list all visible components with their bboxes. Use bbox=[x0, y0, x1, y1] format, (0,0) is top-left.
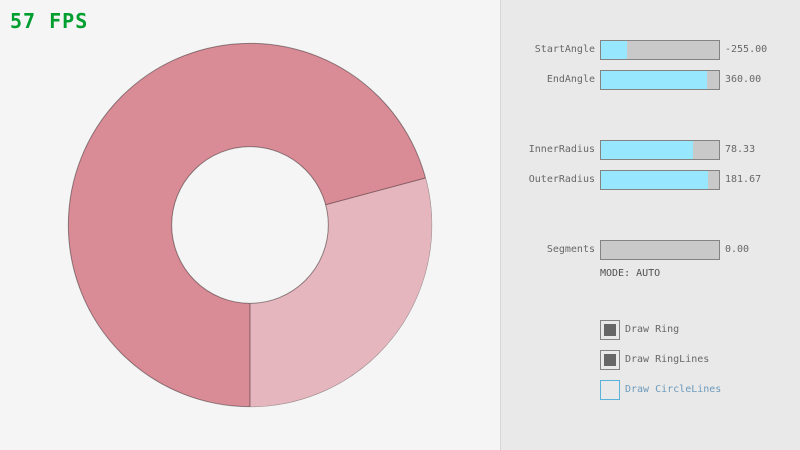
slider-endangle-value: 360.00 bbox=[725, 74, 762, 85]
slider-row-startangle: StartAngle -255.00 bbox=[500, 40, 800, 60]
mode-status-text: MODE: AUTO bbox=[600, 268, 661, 279]
slider-startangle-value: -255.00 bbox=[725, 44, 768, 55]
fps-counter: 57 FPS bbox=[10, 9, 89, 33]
slider-segments-track[interactable] bbox=[600, 240, 720, 260]
slider-innerradius-fill[interactable] bbox=[601, 141, 694, 159]
draw-ringlines-label: Draw RingLines bbox=[625, 354, 710, 365]
slider-innerradius-value: 78.33 bbox=[725, 144, 756, 155]
slider-outerradius-value: 181.67 bbox=[725, 174, 762, 185]
slider-segments-value: 0.00 bbox=[725, 244, 750, 255]
slider-outerradius-fill[interactable] bbox=[601, 171, 709, 189]
slider-row-innerradius: InnerRadius 78.33 bbox=[500, 140, 800, 160]
check-mark-icon bbox=[604, 324, 616, 336]
ring-light-sector bbox=[250, 177, 432, 407]
slider-innerradius-label: InnerRadius bbox=[528, 144, 595, 155]
slider-row-endangle: EndAngle 360.00 bbox=[500, 70, 800, 90]
slider-innerradius-track[interactable] bbox=[600, 140, 720, 160]
draw-circlelines-checkbox[interactable] bbox=[600, 380, 620, 400]
slider-outerradius-track[interactable] bbox=[600, 170, 720, 190]
slider-startangle-label: StartAngle bbox=[534, 44, 595, 55]
ring-line-start bbox=[325, 177, 426, 206]
checkbox-row-draw-circlelines[interactable]: Draw CircleLines bbox=[600, 380, 800, 400]
slider-endangle-fill[interactable] bbox=[601, 71, 708, 89]
checkbox-row-draw-ringlines[interactable]: Draw RingLines bbox=[600, 350, 800, 370]
ring-inner-hole bbox=[171, 146, 329, 304]
slider-startangle-fill[interactable] bbox=[601, 41, 627, 59]
check-mark-icon bbox=[604, 354, 616, 366]
draw-ring-label: Draw Ring bbox=[625, 324, 680, 335]
slider-endangle-label: EndAngle bbox=[546, 74, 595, 85]
slider-endangle-track[interactable] bbox=[600, 70, 720, 90]
slider-startangle-track[interactable] bbox=[600, 40, 720, 60]
draw-circlelines-label: Draw CircleLines bbox=[625, 384, 722, 395]
ring-graphic bbox=[67, 42, 433, 408]
slider-row-outerradius: OuterRadius 181.67 bbox=[500, 170, 800, 190]
drawing-canvas: 57 FPS bbox=[10, 9, 433, 408]
draw-ringlines-checkbox[interactable] bbox=[600, 350, 620, 370]
slider-outerradius-label: OuterRadius bbox=[528, 174, 595, 185]
slider-row-segments: Segments 0.00 bbox=[500, 240, 800, 260]
checkbox-row-draw-ring[interactable]: Draw Ring bbox=[600, 320, 800, 340]
draw-ring-checkbox[interactable] bbox=[600, 320, 620, 340]
slider-segments-label: Segments bbox=[546, 244, 595, 255]
